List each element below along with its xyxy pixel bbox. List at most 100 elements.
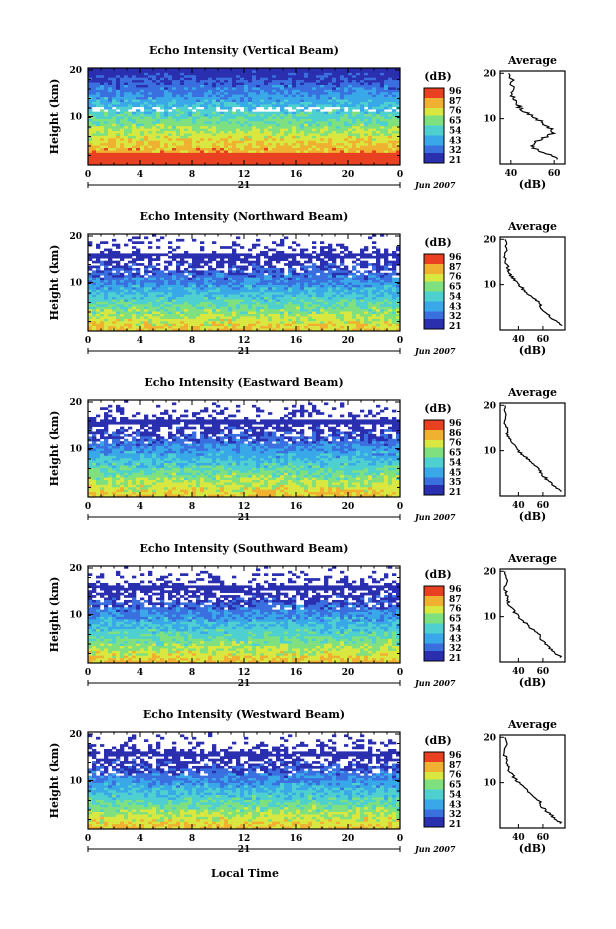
colorbar-cell: [424, 492, 444, 496]
y-tick-label: 20: [69, 232, 82, 242]
colorbar-cell: [424, 621, 444, 624]
panel-1: Echo Intensity (Vertical Beam) 20 10 Height…: [48, 44, 566, 191]
colorbar-cell: [424, 430, 444, 433]
colorbar-cell: [424, 440, 444, 443]
colorbar-cell: [424, 266, 444, 270]
colorbar-tick-label: 65: [449, 283, 462, 293]
colorbar-cell: [424, 792, 444, 795]
x-tick-label: 20: [342, 668, 355, 678]
colorbar-cell: [424, 812, 444, 815]
panel-title: Echo Intensity (Westward Beam): [143, 708, 345, 721]
colorbar-tick-label: 21: [449, 820, 462, 830]
colorbar-cell: [424, 442, 444, 446]
colorbar-cell: [424, 90, 444, 94]
colorbar-tick-label: 96: [449, 751, 462, 761]
date-tick-label: 21: [238, 513, 251, 523]
colorbar-tick-label: 21: [449, 488, 462, 498]
colorbar-cell: [424, 797, 444, 800]
colorbar-cell: [424, 274, 444, 277]
colorbar-cell: [424, 269, 444, 272]
x-tick-label: 12: [238, 502, 251, 512]
average-profile-line: [502, 737, 563, 824]
average-profile-line: [508, 73, 558, 160]
y-axis-label: Height (km): [48, 411, 61, 487]
colorbar-cell: [424, 148, 444, 151]
colorbar-cell: [424, 261, 444, 265]
date-tick-label: 21: [238, 679, 251, 689]
average-x-label: (dB): [519, 676, 546, 689]
average-frame: [499, 568, 566, 663]
x-tick-label: 0: [397, 336, 403, 346]
colorbar-cell: [424, 95, 444, 99]
average-y-tick-label: 20: [483, 401, 496, 411]
colorbar-cell: [424, 752, 444, 755]
colorbar-cell: [424, 289, 444, 292]
colorbar-tick-label: 21: [449, 322, 462, 332]
date-label: Jun 2007: [413, 678, 456, 688]
colorbar-frame: [423, 253, 445, 330]
colorbar-cell: [424, 794, 444, 798]
x-tick-label: 0: [397, 502, 403, 512]
colorbar-title: (dB): [424, 734, 451, 747]
colorbar-title: (dB): [424, 568, 451, 581]
colorbar-cell: [424, 264, 444, 267]
colorbar-title: (dB): [424, 236, 451, 249]
colorbar-tick-label: 76: [449, 273, 462, 283]
colorbar-cell: [424, 427, 444, 431]
date-label: Jun 2007: [413, 844, 456, 854]
colorbar-cell: [424, 130, 444, 134]
panel-title: Echo Intensity (Southward Beam): [140, 542, 349, 555]
colorbar-cell: [424, 651, 444, 654]
panel-5: Echo Intensity (Westward Beam) 20 10 Height…: [48, 708, 566, 855]
panel-title: Echo Intensity (Eastward Beam): [144, 376, 343, 389]
date-label: Jun 2007: [413, 512, 456, 522]
colorbar-tick-label: 65: [449, 781, 462, 791]
x-tick-label: 4: [137, 170, 143, 180]
colorbar-cell: [424, 324, 444, 327]
colorbar-cell: [424, 143, 444, 146]
colorbar-title: (dB): [424, 402, 451, 415]
x-tick-label: 12: [238, 834, 251, 844]
colorbar-cell: [424, 309, 444, 312]
x-tick-label: 20: [342, 834, 355, 844]
colorbar-cell: [424, 789, 444, 793]
colorbar-cell: [424, 643, 444, 647]
colorbar-cell: [424, 490, 444, 493]
colorbar-cell: [424, 304, 444, 307]
y-tick-label: 10: [69, 611, 82, 621]
colorbar-cell: [424, 128, 444, 131]
y-axis-label: Height (km): [48, 577, 61, 653]
colorbar-cell: [424, 452, 444, 456]
colorbar-cell: [424, 807, 444, 810]
colorbar-tick-label: 35: [449, 478, 462, 488]
y-tick-label: 10: [69, 113, 82, 123]
colorbar-cell: [424, 160, 444, 164]
x-tick-label: 0: [85, 336, 91, 346]
colorbar-tick-label: 87: [449, 97, 462, 107]
colorbar-cell: [424, 767, 444, 770]
colorbar-cell: [424, 455, 444, 458]
colorbar-cell: [424, 93, 444, 96]
colorbar-cell: [424, 296, 444, 300]
colorbar-cell: [424, 485, 444, 488]
colorbar-cell: [424, 784, 444, 788]
colorbar-cell: [424, 133, 444, 136]
colorbar-tick-label: 76: [449, 439, 462, 449]
colorbar-cell: [424, 772, 444, 775]
colorbar-tick-label: 54: [449, 790, 462, 800]
panel-2: Echo Intensity (Northward Beam) 20 10 Heigh…: [48, 210, 566, 357]
colorbar-cell: [424, 113, 444, 116]
colorbar-cell: [424, 420, 444, 423]
colorbar-cell: [424, 757, 444, 760]
colorbar-cell: [424, 445, 444, 448]
colorbar-cell: [424, 145, 444, 149]
average-y-tick-label: 10: [483, 281, 496, 291]
colorbar-tick-label: 87: [449, 263, 462, 273]
colorbar-cell: [424, 435, 444, 438]
y-tick-label: 10: [69, 777, 82, 787]
x-tick-label: 16: [290, 668, 303, 678]
average-title: Average: [507, 552, 557, 565]
colorbar-cell: [424, 822, 444, 825]
x-tick-label: 4: [137, 502, 143, 512]
y-axis-label: Height (km): [48, 245, 61, 321]
